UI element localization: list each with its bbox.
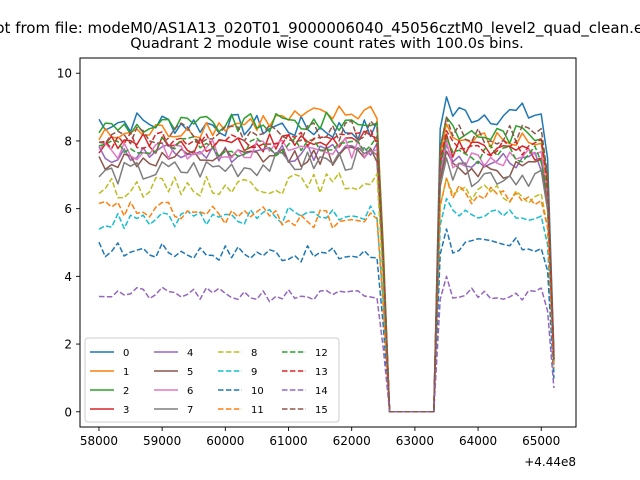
legend-label-14: 14 [315, 386, 328, 397]
y-axis: 0 2 4 6 8 10 [57, 67, 80, 419]
series-line-6 [98, 137, 555, 413]
x-tick-label: 59000 [143, 434, 181, 448]
x-tick-label: 60000 [206, 434, 244, 448]
figure-suptitle: Plot from file: modeM0/AS1A13_020T01_900… [0, 19, 640, 37]
legend-label-4: 4 [187, 348, 193, 359]
x-tick-label: 65000 [522, 434, 560, 448]
legend-label-12: 12 [315, 348, 328, 359]
x-axis: 58000 59000 60000 61000 62000 63000 64000 65000 [80, 427, 560, 448]
series-line-15 [98, 116, 555, 413]
plot-frame [79, 57, 577, 428]
x-tick-label: 64000 [459, 434, 497, 448]
chart-title: Quadrant 2 module wise count rates with … [130, 36, 524, 52]
x-tick-label: 63000 [396, 434, 434, 448]
y-tick-label: 8 [64, 134, 72, 148]
legend-label-11: 11 [251, 405, 264, 416]
y-tick-label: 10 [57, 67, 72, 81]
series-line-1 [98, 105, 555, 413]
legend-label-10: 10 [251, 386, 264, 397]
legend-label-15: 15 [315, 405, 328, 416]
legend-label-6: 6 [187, 386, 193, 397]
x-tick-label: 61000 [269, 434, 307, 448]
series-layer [98, 96, 555, 413]
legend-label-8: 8 [251, 348, 257, 359]
y-tick-label: 2 [64, 338, 72, 352]
x-tick-label: 58000 [80, 434, 118, 448]
legend-label-1: 1 [123, 367, 129, 378]
legend-label-5: 5 [187, 367, 193, 378]
y-tick-label: 0 [64, 405, 72, 419]
legend-label-3: 3 [123, 405, 129, 416]
legend-label-13: 13 [315, 367, 328, 378]
series-line-13 [98, 129, 555, 413]
series-line-8 [98, 172, 555, 413]
series-line-11 [98, 177, 555, 413]
x-tick-label: 62000 [333, 434, 371, 448]
series-line-10 [98, 228, 555, 413]
legend-label-7: 7 [187, 405, 193, 416]
legend-label-9: 9 [251, 367, 257, 378]
y-tick-label: 6 [64, 202, 72, 216]
series-line-7 [98, 146, 555, 413]
y-tick-label: 4 [64, 270, 72, 284]
x-offset-label: +4.44e8 [524, 455, 576, 469]
series-line-2 [98, 111, 555, 413]
legend-box [84, 337, 340, 423]
series-line-14 [98, 275, 555, 413]
legend-label-0: 0 [123, 348, 129, 359]
legend-label-2: 2 [123, 386, 129, 397]
